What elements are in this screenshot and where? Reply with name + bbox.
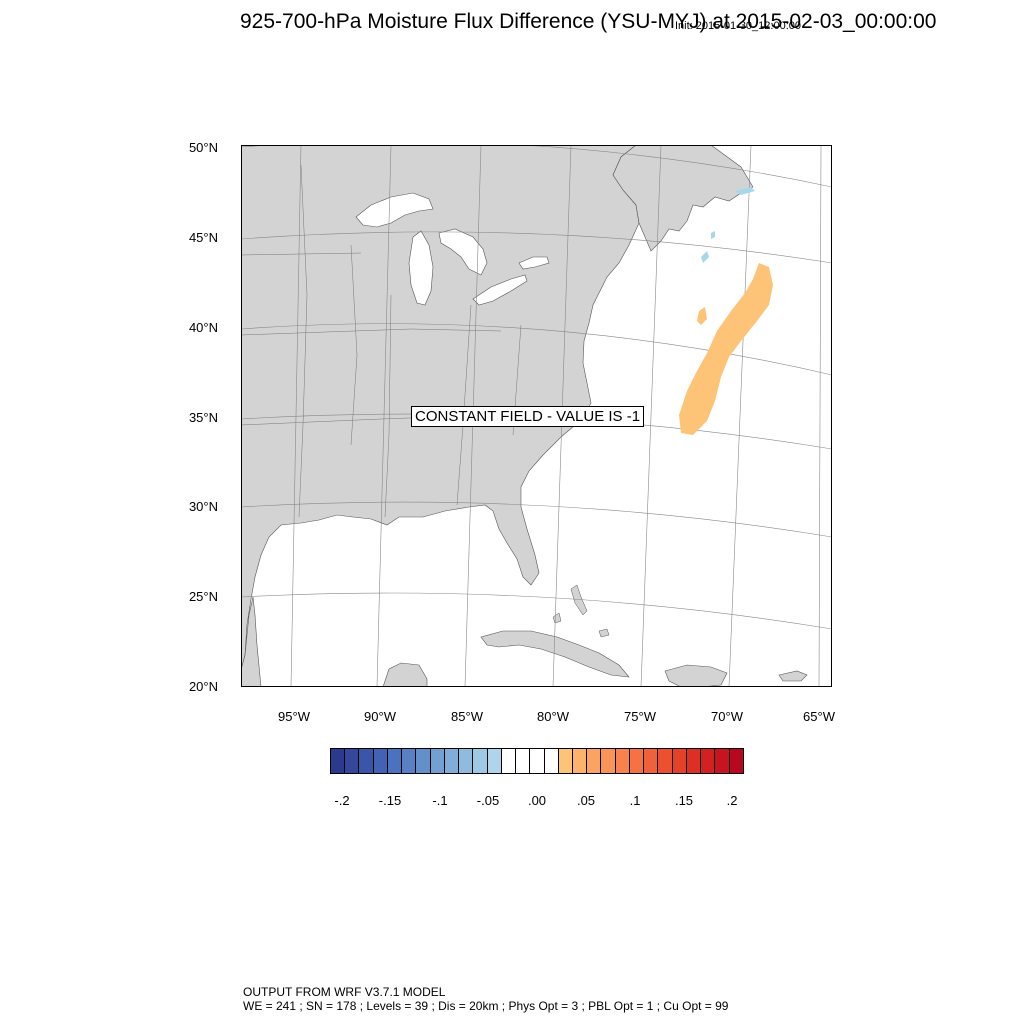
cbar-label-2: -.15 (378, 793, 402, 808)
plot-title: 925-700-hPa Moisture Flux Difference (YS… (240, 10, 937, 33)
lat-gridlines (241, 145, 832, 630)
cbar-label-1: -.2 (334, 793, 350, 808)
lon-label-80w: 80°W (537, 709, 569, 724)
positive-anomaly-region (679, 263, 773, 435)
lon-label-75w: 75°W (624, 709, 656, 724)
colorbar-cell (459, 749, 474, 773)
colorbar-cell (729, 749, 743, 773)
lon-label-70w: 70°W (711, 709, 743, 724)
cbar-label-9: .2 (726, 793, 738, 808)
lake-michigan (408, 230, 434, 306)
land-cuba (480, 630, 630, 678)
lat-label-45: 45°N (188, 230, 218, 245)
colorbar-cell (558, 749, 573, 773)
cbar-label-7: .1 (629, 793, 641, 808)
cbar-label-5: .00 (527, 793, 547, 808)
cbar-label-8: .15 (674, 793, 694, 808)
lat-label-25: 25°N (188, 589, 218, 604)
lake-ontario (518, 256, 550, 270)
land-mexico (241, 596, 262, 687)
colorbar-cell (373, 749, 388, 773)
colorbar-cell (544, 749, 559, 773)
lon-label-65w: 65°W (803, 709, 835, 724)
colorbar-cell (672, 749, 687, 773)
footer-info: OUTPUT FROM WRF V3.7.1 MODEL WE = 241 ; … (243, 985, 728, 1013)
colorbar-cell (430, 749, 445, 773)
colorbar-cell (629, 749, 645, 773)
map-border (241, 145, 832, 687)
lon-label-90w: 90°W (364, 709, 396, 724)
lat-label-50: 50°N (188, 140, 218, 155)
land-yucatan (382, 662, 428, 687)
lon-label-95w: 95°W (278, 709, 310, 724)
land-puerto-rico (778, 670, 808, 682)
colorbar-cell (530, 749, 545, 773)
colorbar-cell (444, 749, 460, 773)
lake-erie (472, 274, 528, 306)
footer-line-1: OUTPUT FROM WRF V3.7.1 MODEL (243, 985, 446, 999)
cbar-label-6: .05 (576, 793, 596, 808)
lat-label-40: 40°N (188, 320, 218, 335)
colorbar-cell (402, 749, 417, 773)
land-bahamas (552, 584, 610, 638)
lon-label-85w: 85°W (451, 709, 483, 724)
colorbar-cell (359, 749, 374, 773)
colorbar-cell (644, 749, 659, 773)
lake-huron (438, 228, 488, 276)
colorbar-cell (572, 749, 588, 773)
colorbar-cell (516, 749, 531, 773)
colorbar-cell (331, 749, 346, 773)
colorbar-cell (615, 749, 630, 773)
colorbar-cell (686, 749, 702, 773)
lat-label-30: 30°N (188, 499, 218, 514)
cbar-label-3: -.1 (432, 793, 448, 808)
colorbar-cell (387, 749, 403, 773)
colorbar-cell (501, 749, 517, 773)
colorbar-cell (701, 749, 716, 773)
colorbar-cell (473, 749, 488, 773)
lake-superior (355, 192, 434, 228)
colorbar-cell (345, 749, 360, 773)
colorbar-cell (658, 749, 673, 773)
constant-field-label: CONSTANT FIELD - VALUE IS -1 (411, 406, 645, 427)
colorbar (330, 748, 744, 774)
lat-label-35: 35°N (188, 410, 218, 425)
colorbar-cell (715, 749, 730, 773)
colorbar-cell (587, 749, 602, 773)
colorbar-cell (601, 749, 616, 773)
land-hispaniola (664, 664, 728, 687)
negative-anomaly-region (701, 187, 755, 263)
cbar-label-4: -.05 (476, 793, 500, 808)
colorbar-cell (416, 749, 431, 773)
init-time-label: Init: 2015-01-30_12:00:00 (675, 20, 801, 32)
footer-line-2: WE = 241 ; SN = 178 ; Levels = 39 ; Dis … (243, 999, 729, 1013)
colorbar-cell (487, 749, 502, 773)
lat-label-20: 20°N (188, 679, 218, 694)
